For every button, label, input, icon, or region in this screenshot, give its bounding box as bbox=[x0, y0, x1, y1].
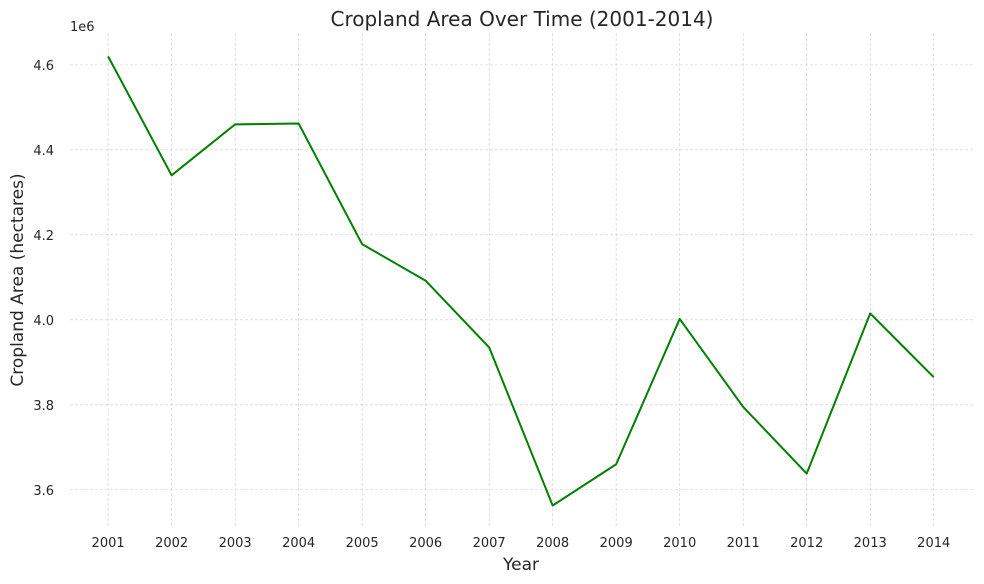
y-tick-labels: 3.6 3.8 4.0 4.2 4.4 4.6 bbox=[33, 59, 54, 499]
y-tick-label: 3.8 bbox=[33, 399, 54, 414]
x-tick-label: 2001 bbox=[92, 536, 125, 551]
x-tick-label: 2005 bbox=[346, 536, 379, 551]
x-tick-label: 2013 bbox=[854, 536, 887, 551]
x-tick-label: 2008 bbox=[536, 536, 569, 551]
y-tick-label: 4.0 bbox=[33, 314, 54, 329]
y-tick-label: 3.6 bbox=[33, 484, 54, 499]
grid-layer bbox=[70, 33, 975, 528]
y-axis-label: Cropland Area (hectares) bbox=[8, 173, 28, 386]
x-tick-label: 2010 bbox=[663, 536, 696, 551]
x-tick-labels: 2001 2002 2003 2004 2005 2006 2007 2008 2009 2010… bbox=[92, 536, 951, 551]
y-tick-label: 4.4 bbox=[33, 144, 54, 159]
x-tick-label: 2012 bbox=[790, 536, 823, 551]
x-axis-label: Year bbox=[502, 555, 539, 575]
x-tick-label: 2003 bbox=[219, 536, 252, 551]
series-line bbox=[107, 55, 935, 507]
x-tick-label: 2014 bbox=[917, 536, 950, 551]
x-tick-label: 2011 bbox=[727, 536, 760, 551]
y-tick-label: 4.2 bbox=[33, 229, 54, 244]
y-tick-label: 4.6 bbox=[33, 59, 54, 74]
x-tick-label: 2006 bbox=[409, 536, 442, 551]
x-tick-label: 2009 bbox=[600, 536, 633, 551]
x-tick-label: 2007 bbox=[473, 536, 506, 551]
y-offset-label: 1e6 bbox=[70, 20, 95, 35]
chart-title: Cropland Area Over Time (2001-2014) bbox=[331, 7, 714, 31]
x-tick-label: 2002 bbox=[155, 536, 188, 551]
x-tick-label: 2004 bbox=[282, 536, 315, 551]
series-layer bbox=[107, 55, 935, 507]
